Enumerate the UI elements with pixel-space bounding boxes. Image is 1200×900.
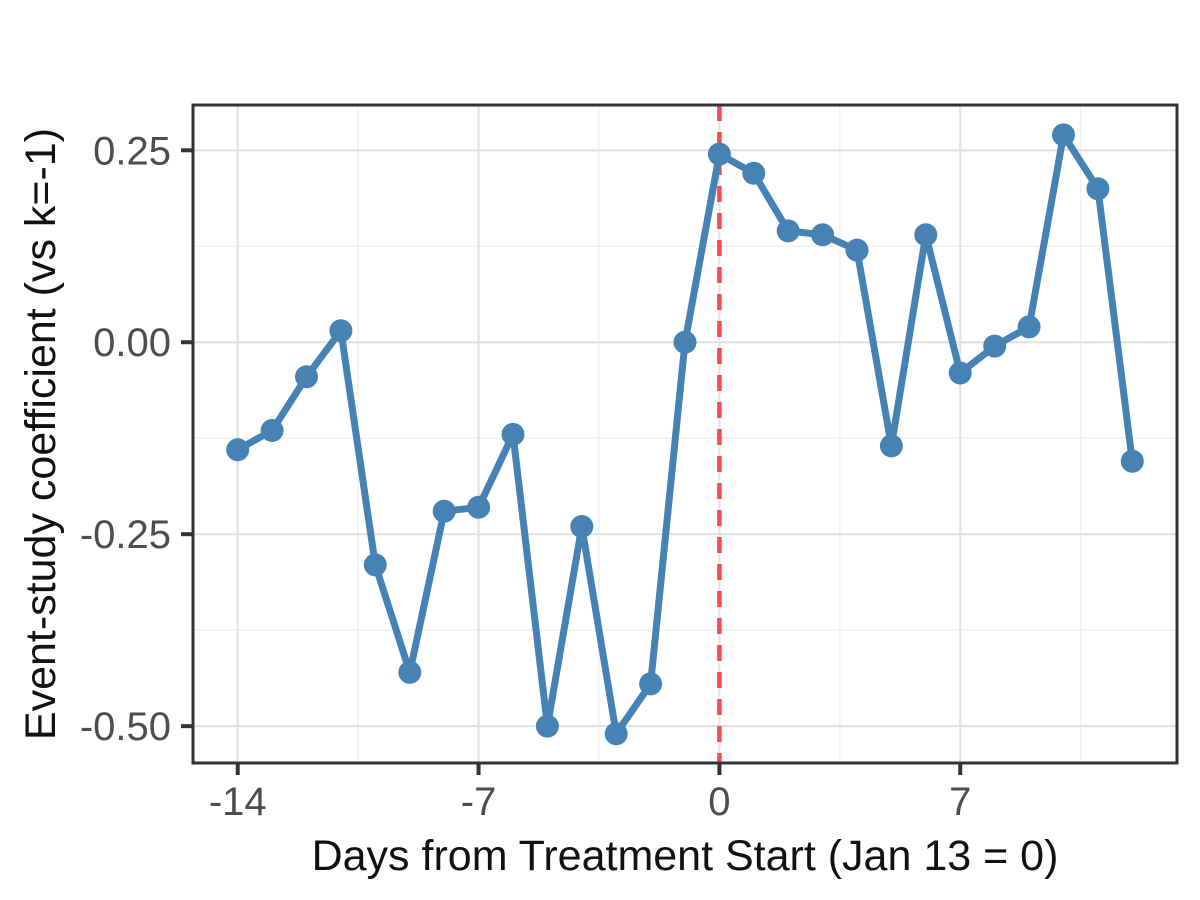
data-point bbox=[501, 422, 525, 446]
panel-background bbox=[193, 105, 1177, 763]
data-point bbox=[879, 434, 903, 458]
y-tick-label: -0.25 bbox=[80, 513, 171, 557]
data-point bbox=[570, 515, 594, 538]
x-tick-label: -7 bbox=[461, 780, 497, 824]
series-points bbox=[226, 123, 1144, 746]
y-tick-label: 0.00 bbox=[93, 321, 171, 365]
data-point bbox=[983, 334, 1007, 358]
y-axis-title: Event-study coefficient (vs k=-1) bbox=[17, 128, 65, 740]
x-axis: -14 -7 0 7 bbox=[209, 763, 971, 824]
data-point bbox=[707, 142, 731, 166]
y-tick-label: 0.25 bbox=[93, 129, 171, 173]
data-point bbox=[260, 419, 284, 442]
data-point bbox=[604, 722, 628, 746]
panel-border bbox=[191, 103, 1179, 765]
data-point bbox=[1052, 123, 1075, 147]
data-point bbox=[535, 714, 559, 738]
data-point bbox=[1017, 315, 1041, 339]
data-point bbox=[295, 365, 318, 389]
data-point bbox=[226, 438, 250, 462]
data-point bbox=[639, 672, 663, 696]
data-point bbox=[467, 495, 491, 519]
data-point bbox=[914, 223, 938, 247]
x-axis-title: Days from Treatment Start (Jan 13 = 0) bbox=[312, 832, 1059, 880]
data-point bbox=[811, 223, 835, 247]
data-point bbox=[363, 553, 387, 577]
data-point bbox=[398, 660, 422, 684]
x-tick-label: -14 bbox=[209, 780, 267, 824]
x-tick-label: 0 bbox=[708, 780, 730, 824]
data-point bbox=[432, 499, 456, 523]
data-point bbox=[948, 361, 972, 385]
data-point bbox=[742, 161, 766, 185]
data-point bbox=[845, 238, 869, 262]
data-point bbox=[776, 219, 800, 243]
data-point bbox=[329, 319, 353, 343]
data-point bbox=[673, 330, 697, 354]
data-point bbox=[1086, 177, 1110, 201]
x-tick-label: 7 bbox=[949, 780, 971, 824]
data-point bbox=[1120, 449, 1144, 473]
y-tick-label: -0.50 bbox=[80, 705, 171, 749]
y-axis: 0.25 0.00 -0.25 -0.50 bbox=[80, 129, 193, 749]
